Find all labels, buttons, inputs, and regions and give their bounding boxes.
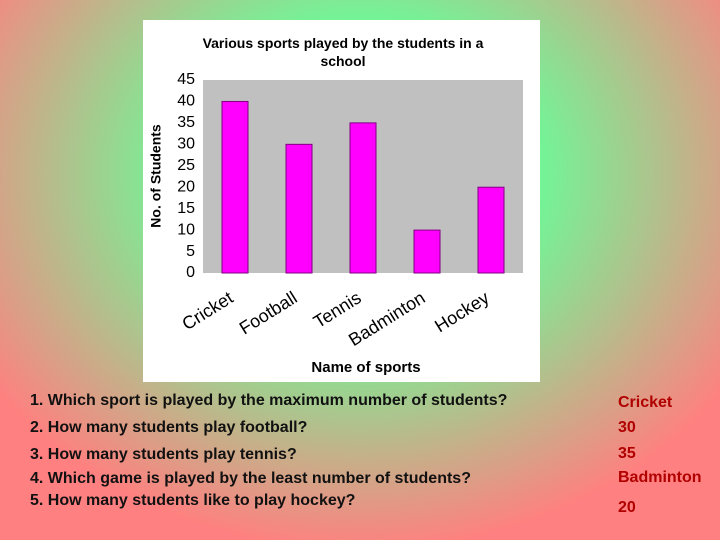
- question: 2. How many students play football?: [30, 419, 308, 436]
- question: 4. Which game is played by the least num…: [30, 470, 471, 487]
- bar: [221, 100, 249, 274]
- y-tick-label: 35: [177, 114, 195, 131]
- question: 1. Which sport is played by the maximum …: [30, 392, 508, 409]
- question: 3. How many students play tennis?: [30, 446, 297, 463]
- y-axis-title: No. of Students: [148, 124, 164, 228]
- y-tick-label: 25: [177, 157, 195, 174]
- x-axis-title: Name of sports: [311, 359, 420, 376]
- answer: 20: [618, 499, 636, 516]
- question: 5. How many students like to play hockey…: [30, 492, 356, 509]
- y-tick-label: 40: [177, 93, 195, 110]
- chart-title: Various sports played by the students in…: [202, 35, 484, 69]
- y-tick-label: 5: [186, 243, 195, 260]
- y-tick-label: 10: [177, 221, 195, 238]
- answer: Badminton: [618, 469, 702, 486]
- answer: 30: [618, 419, 636, 436]
- bar: [285, 143, 313, 274]
- y-tick-label: 0: [186, 264, 195, 281]
- bar: [413, 229, 441, 274]
- answer: Cricket: [618, 394, 673, 411]
- bar: [349, 122, 377, 274]
- bar: [477, 186, 505, 274]
- y-tick-label: 30: [177, 136, 195, 153]
- y-tick-label: 20: [177, 178, 195, 195]
- y-tick-label: 15: [177, 200, 195, 217]
- answer: 35: [618, 445, 636, 462]
- y-tick-label: 45: [177, 71, 195, 88]
